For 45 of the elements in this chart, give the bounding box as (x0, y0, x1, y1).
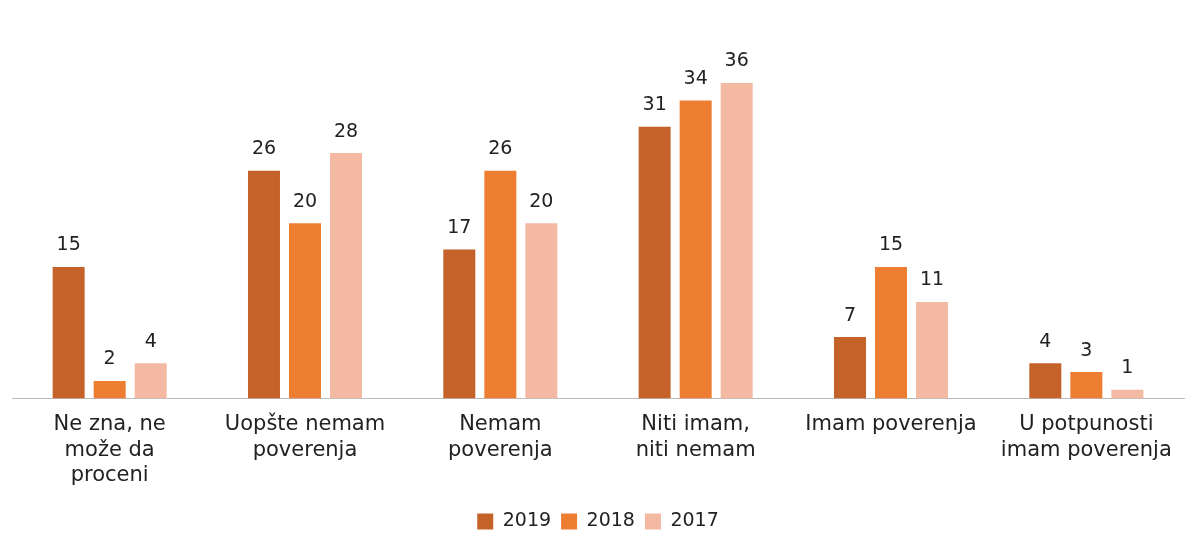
data-label: 17 (447, 214, 472, 237)
bar (1029, 363, 1062, 399)
data-label: 11 (919, 267, 945, 290)
x-tick-label: U potpunosti imam poverenja (1000, 411, 1172, 461)
bar (833, 337, 866, 399)
data-label: 20 (529, 188, 554, 211)
bar (875, 267, 907, 399)
data-label: 4 (1039, 328, 1052, 351)
x-tick-label: Ne zna, ne može da proceni (53, 411, 166, 486)
legend-label: 2019 (502, 508, 552, 531)
bar (484, 170, 517, 399)
data-label: 15 (56, 232, 81, 255)
bar (330, 153, 363, 399)
legend-label: 2018 (586, 508, 635, 531)
bar (134, 363, 167, 399)
bar (247, 170, 280, 399)
bar (679, 100, 712, 399)
data-label: 34 (683, 66, 708, 88)
x-tick-label: Imam poverenja (805, 411, 977, 436)
data-label: 36 (724, 48, 749, 71)
bar (525, 223, 558, 399)
legend-label: 2017 (670, 508, 719, 531)
bar (638, 126, 671, 399)
data-label: 7 (843, 302, 857, 325)
bar (1111, 389, 1144, 399)
bar (916, 302, 949, 399)
bar (443, 249, 476, 399)
data-label: 26 (251, 136, 277, 159)
data-label: 15 (878, 232, 904, 255)
bar (52, 267, 85, 399)
bar (1070, 372, 1103, 399)
bar (720, 83, 753, 399)
x-tick-label: Nemam poverenja (448, 411, 553, 461)
data-label: 20 (292, 188, 318, 211)
data-label: 28 (333, 118, 359, 141)
x-tick-label: Uopšte nemam poverenja (224, 411, 386, 461)
bar (93, 380, 126, 399)
data-label: 1 (1121, 355, 1134, 378)
data-label: 3 (1080, 337, 1093, 360)
bar (289, 223, 321, 399)
data-label: 31 (642, 92, 667, 115)
data-label: 2 (103, 346, 116, 369)
data-label: 4 (144, 328, 157, 351)
data-label: 26 (488, 136, 513, 159)
x-tick-label: Niti imam, niti nemam (635, 411, 756, 461)
